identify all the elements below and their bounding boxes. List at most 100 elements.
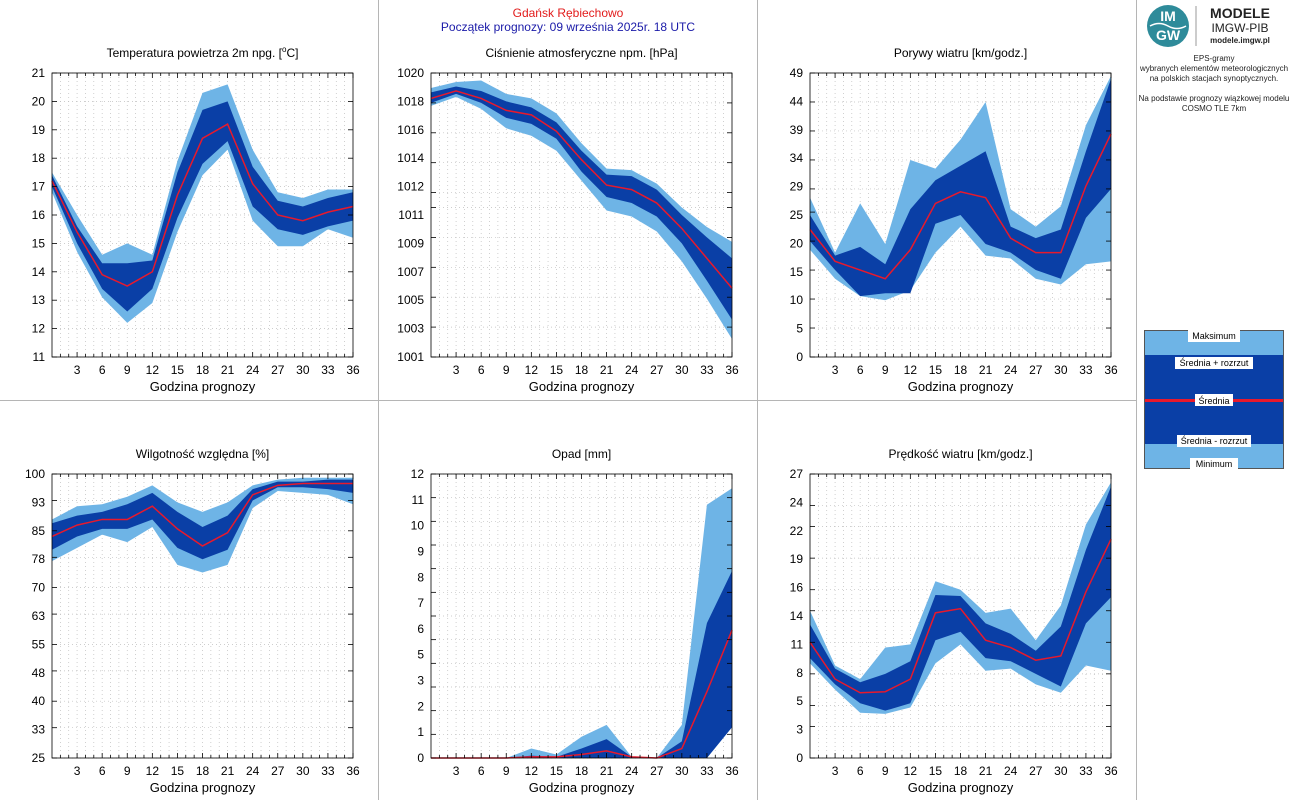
y-tick-label: 0	[417, 751, 424, 765]
y-tick-label: 85	[32, 524, 46, 538]
y-tick-label: 5	[796, 694, 803, 708]
logo-line1: MODELE	[1210, 5, 1270, 21]
x-tick-label: 18	[954, 764, 968, 778]
x-tick-label: 6	[857, 363, 864, 377]
x-tick-label: 33	[700, 363, 714, 377]
y-tick-label: 11	[33, 350, 46, 364]
chart-title: Ciśnienie atmosferyczne npm. [hPa]	[485, 46, 677, 60]
y-tick-label: 44	[790, 94, 804, 108]
x-tick-label: 6	[478, 764, 485, 778]
chart-title-main: Ciśnienie atmosferyczne npm. [hPa]	[485, 46, 677, 60]
y-tick-label: 1	[417, 725, 424, 739]
x-tick-label: 33	[700, 764, 714, 778]
y-tick-label: 20	[790, 236, 804, 250]
x-tick-label: 27	[650, 764, 664, 778]
y-tick-label: 1007	[397, 265, 424, 279]
x-tick-label: 6	[99, 363, 106, 377]
x-tick-label: 15	[550, 764, 564, 778]
y-tick-label: 17	[32, 180, 46, 194]
x-tick-label: 24	[625, 764, 639, 778]
x-tick-label: 9	[503, 363, 510, 377]
y-tick-label: 21	[32, 66, 46, 80]
chart-title-main: Porywy wiatru [km/godz.]	[894, 46, 1027, 60]
y-tick-label: 12	[411, 467, 425, 481]
info-line: COSMO TLE 7km	[1181, 104, 1247, 113]
envelope-band	[52, 477, 353, 573]
y-tick-label: 78	[32, 552, 46, 566]
x-tick-label: 27	[271, 363, 285, 377]
x-tick-label: 36	[346, 764, 360, 778]
y-tick-label: 11	[412, 493, 425, 507]
x-axis-label: Godzina prognozy	[908, 780, 1014, 795]
legend-label-bg	[1177, 435, 1251, 447]
x-tick-label: 27	[650, 363, 664, 377]
x-tick-label: 6	[857, 764, 864, 778]
y-tick-label: 1005	[397, 293, 424, 307]
x-tick-label: 6	[478, 363, 485, 377]
y-tick-label: 1003	[397, 322, 424, 336]
x-tick-label: 9	[124, 363, 131, 377]
x-tick-label: 30	[675, 363, 689, 377]
y-tick-label: 15	[32, 236, 46, 250]
y-tick-label: 1001	[397, 350, 424, 364]
x-tick-label: 36	[346, 363, 360, 377]
chart-title: Temperatura powietrza 2m npg. [oC]	[107, 45, 299, 60]
x-tick-label: 18	[954, 363, 968, 377]
y-tick-label: 0	[796, 350, 803, 364]
x-tick-label: 33	[321, 363, 335, 377]
y-tick-label: 49	[790, 66, 804, 80]
x-tick-label: 24	[1004, 363, 1018, 377]
x-tick-label: 24	[246, 363, 260, 377]
x-tick-label: 33	[321, 764, 335, 778]
x-tick-label: 15	[550, 363, 564, 377]
y-tick-label: 3	[796, 723, 803, 737]
y-tick-label: 34	[790, 151, 804, 165]
chart-title: Porywy wiatru [km/godz.]	[894, 46, 1027, 60]
logo-line3: modele.imgw.pl	[1210, 36, 1270, 45]
x-tick-label: 21	[600, 764, 614, 778]
x-tick-label: 27	[1029, 764, 1043, 778]
chart-precipitation: Opad [mm]3 6 9 12 15 18 21 24 27 30 33 360123567891…	[411, 447, 739, 795]
y-tick-label: 100	[25, 467, 45, 481]
chart-title-sup: o	[282, 45, 287, 54]
x-axis-label: Godzina prognozy	[529, 379, 635, 394]
x-tick-label: 21	[221, 363, 235, 377]
x-tick-label: 21	[979, 363, 993, 377]
x-tick-label: 18	[575, 363, 589, 377]
x-tick-label: 30	[675, 764, 689, 778]
x-tick-label: 12	[904, 764, 918, 778]
x-tick-label: 33	[1079, 764, 1093, 778]
info-line: Na podstawie prognozy wiązkowej modelu	[1138, 94, 1290, 103]
y-tick-label: 14	[790, 609, 804, 623]
x-tick-label: 30	[296, 764, 310, 778]
info-line: wybranych elementów meteorologicznych	[1139, 64, 1289, 73]
station-name: Gdańsk Rębiechowo	[512, 6, 624, 20]
mean-line	[51, 123, 354, 287]
chart-wind-gusts: Porywy wiatru [km/godz.]3 6 9 12 15 18 21 24 27 3…	[790, 46, 1118, 394]
y-tick-label: 19	[32, 123, 46, 137]
y-tick-label: 70	[32, 581, 46, 595]
info-text: EPS-gramy wybranych elementów meteorolog…	[1137, 54, 1291, 114]
y-tick-label: 15	[790, 265, 804, 279]
mean-line	[51, 482, 353, 547]
y-tick-label: 40	[32, 694, 46, 708]
y-tick-label: 33	[32, 723, 46, 737]
y-tick-label: 1009	[397, 236, 424, 250]
x-tick-label: 12	[525, 764, 539, 778]
chart-title: Opad [mm]	[552, 447, 611, 461]
x-tick-label: 30	[296, 363, 310, 377]
x-tick-label: 12	[146, 764, 160, 778]
y-tick-label: 8	[796, 666, 803, 680]
x-tick-label: 6	[99, 764, 106, 778]
x-tick-label: 12	[525, 363, 539, 377]
logo-badge-bottom: GW	[1156, 27, 1181, 43]
chart-title: Prędkość wiatru [km/godz.]	[888, 447, 1032, 461]
x-tick-label: 9	[882, 764, 889, 778]
chart-title-main: Opad [mm]	[552, 447, 611, 461]
y-tick-label: 19	[790, 552, 804, 566]
legend-label-bg	[1188, 330, 1240, 342]
chart-pressure: Ciśnienie atmosferyczne npm. [hPa] 3 6 9 12 1…	[397, 46, 739, 394]
y-tick-label: 93	[32, 495, 46, 509]
forecast-start: Początek prognozy: 09 września 2025r. 18…	[440, 20, 696, 34]
x-tick-label: 36	[725, 363, 739, 377]
